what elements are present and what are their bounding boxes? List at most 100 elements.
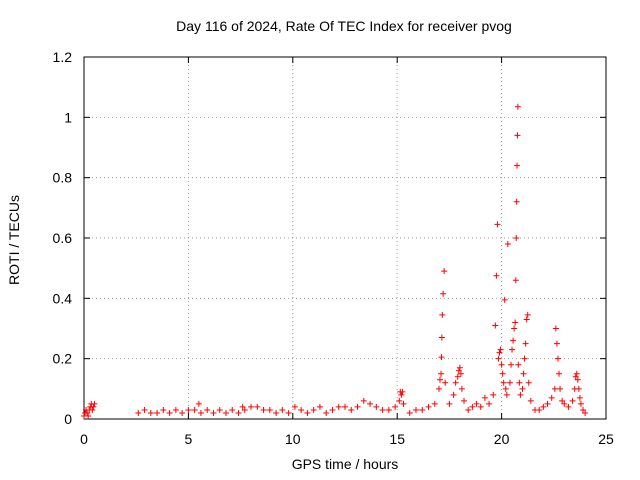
data-point — [495, 355, 502, 362]
data-point — [197, 409, 204, 416]
data-point — [379, 406, 386, 413]
data-point — [360, 397, 367, 404]
data-point — [481, 394, 488, 401]
data-point — [354, 403, 361, 410]
data-point — [486, 400, 493, 407]
data-point — [91, 400, 98, 407]
data-point — [239, 403, 246, 410]
data-point — [210, 409, 217, 416]
data-point — [510, 337, 517, 344]
data-point — [580, 406, 587, 413]
data-point — [477, 403, 484, 410]
data-point — [191, 406, 198, 413]
data-point — [521, 355, 528, 362]
y-tick-label: 1.2 — [53, 49, 73, 65]
data-point — [548, 394, 555, 401]
data-point — [335, 403, 342, 410]
data-point — [457, 370, 464, 377]
data-point — [469, 403, 476, 410]
data-point — [565, 403, 572, 410]
data-point — [465, 406, 472, 413]
data-point — [525, 379, 532, 386]
data-point — [456, 364, 463, 371]
data-point — [517, 391, 524, 398]
data-point — [304, 409, 311, 416]
data-point — [557, 385, 564, 392]
data-point — [454, 373, 461, 380]
data-point — [260, 406, 267, 413]
data-point — [425, 403, 432, 410]
data-point — [522, 340, 529, 347]
data-point — [512, 277, 519, 284]
data-point — [398, 391, 405, 398]
x-axis-label: GPS time / hours — [291, 456, 399, 472]
data-point — [419, 406, 426, 413]
data-point — [154, 409, 161, 416]
data-point — [514, 103, 521, 110]
data-point — [172, 406, 179, 413]
data-point — [412, 406, 419, 413]
data-point — [179, 409, 186, 416]
data-point — [576, 394, 583, 401]
data-point — [513, 235, 520, 241]
data-point — [254, 403, 261, 410]
data-point — [561, 400, 568, 407]
y-tick-label: 0.2 — [53, 351, 73, 367]
data-point — [273, 409, 280, 416]
data-point — [516, 379, 523, 386]
data-point — [499, 370, 506, 377]
data-point — [512, 319, 519, 326]
data-point — [502, 385, 509, 392]
data-point — [503, 391, 510, 398]
data-point — [540, 403, 547, 410]
x-tick-label: 15 — [389, 431, 405, 447]
data-point — [141, 406, 148, 413]
data-point — [501, 296, 508, 303]
data-point — [536, 406, 543, 413]
x-tick-label: 20 — [494, 431, 510, 447]
data-point — [527, 397, 534, 404]
data-point — [556, 370, 563, 377]
data-point — [160, 406, 167, 413]
data-point — [458, 385, 465, 392]
data-point — [490, 391, 497, 398]
data-point — [285, 409, 292, 416]
chart-title: Day 116 of 2024, Rate Of TEC Index for r… — [176, 18, 512, 34]
x-tick-label: 0 — [80, 431, 88, 447]
data-point — [406, 409, 413, 416]
data-point — [235, 409, 242, 416]
data-point — [473, 400, 480, 407]
data-point — [455, 367, 462, 374]
data-point — [513, 198, 520, 205]
data-point — [497, 346, 504, 353]
data-point — [373, 403, 380, 410]
data-point — [89, 406, 96, 413]
data-point — [450, 391, 457, 398]
data-point — [515, 361, 522, 368]
data-point — [298, 406, 305, 413]
data-point — [329, 406, 336, 413]
data-point — [84, 409, 91, 416]
data-point — [551, 385, 558, 392]
data-point — [577, 400, 584, 407]
data-point — [575, 385, 582, 392]
data-point — [90, 403, 97, 410]
data-point — [553, 340, 560, 347]
data-point — [498, 361, 505, 368]
data-point — [440, 290, 447, 297]
data-point — [435, 385, 442, 392]
data-point — [506, 379, 513, 386]
data-point — [514, 162, 521, 169]
data-point — [342, 403, 348, 410]
data-point — [519, 385, 526, 392]
data-point — [544, 400, 551, 407]
data-point — [367, 400, 374, 407]
data-point — [248, 403, 255, 410]
x-tick-label: 5 — [185, 431, 193, 447]
data-point — [185, 406, 192, 413]
data-point — [492, 322, 499, 329]
data-point — [574, 376, 581, 383]
x-tick-label: 10 — [285, 431, 301, 447]
